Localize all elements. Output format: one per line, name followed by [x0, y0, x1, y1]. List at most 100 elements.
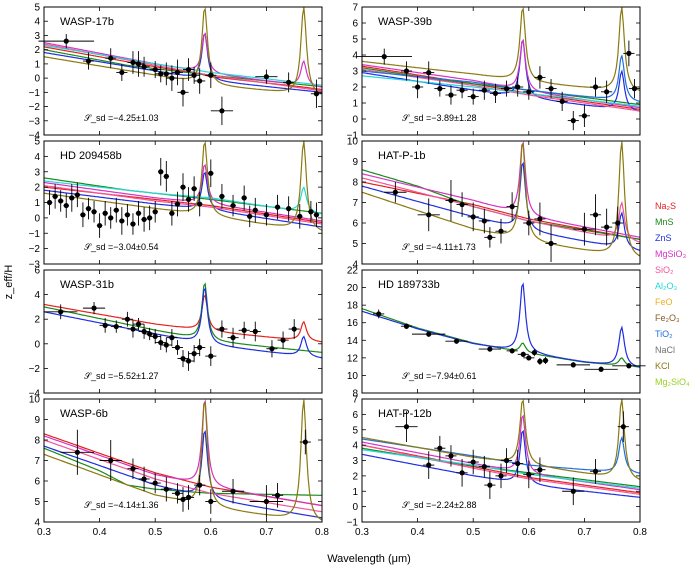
legend-entry-kcl: KCl: [655, 361, 670, 371]
y-tick-label: 7: [352, 198, 358, 209]
y-tick-label: 4: [352, 260, 358, 271]
data-point-hat-p-12b: [423, 451, 435, 479]
data-point-wasp-31b: [227, 327, 239, 348]
data-point-hd-209458b: [191, 176, 197, 201]
data-marker: [241, 195, 247, 201]
data-marker: [559, 98, 565, 104]
data-marker: [280, 337, 286, 343]
data-marker: [180, 89, 186, 95]
data-point-wasp-31b: [288, 319, 300, 339]
data-point-wasp-17b: [205, 62, 217, 89]
data-marker: [308, 209, 314, 215]
curve-mns-hd-189733b: [362, 308, 640, 368]
x-tick-label: 0.8: [315, 527, 329, 538]
data-point-hd-209458b: [69, 184, 75, 212]
data-point-hd-209458b: [152, 200, 158, 223]
curve-mns-wasp-39b: [362, 67, 640, 106]
data-marker: [263, 498, 269, 505]
data-marker: [135, 210, 142, 216]
x-tick-label: 0.7: [259, 527, 273, 538]
legend-entry-zns: ZnS: [655, 233, 672, 243]
y-tick-label: −1: [347, 131, 359, 142]
x-tick-label: 0.5: [466, 527, 480, 538]
y-tick-label: −2: [29, 102, 41, 113]
data-marker: [481, 464, 487, 470]
data-marker: [515, 460, 521, 467]
data-marker: [470, 459, 476, 465]
data-point-wasp-39b: [412, 75, 424, 99]
x-tick-label: 0.3: [37, 527, 51, 538]
y-tick-label: 1: [352, 487, 358, 498]
data-marker: [515, 84, 521, 90]
x-tick-label: 0.8: [633, 527, 647, 538]
data-marker: [152, 333, 158, 340]
data-point-wasp-39b: [601, 80, 613, 103]
panel-hat-p-12b: 7 6 5 4 3 2 1 0 −10.3 0.4 0.5 0.6 0.7 0.8 HAT-P-12b 𝒮_s…: [347, 395, 648, 539]
y-tick-label: 6: [352, 19, 358, 30]
data-point-hd-209458b: [107, 207, 114, 229]
data-point-hat-p-1b: [456, 192, 468, 217]
y-tick-label: 22: [347, 266, 359, 277]
data-marker: [448, 197, 454, 204]
panel-score-hat-p-1b: 𝒮_sd =−4.11±1.73: [402, 242, 476, 252]
data-marker: [124, 316, 130, 322]
y-ticks-wasp-17b: 5 4 3 2 1 0 −1 −2 −3 −4: [29, 3, 322, 142]
data-marker: [274, 204, 281, 210]
data-point-wasp-17b: [177, 78, 189, 107]
y-tick-label: 7: [352, 395, 358, 406]
data-marker: [80, 212, 86, 218]
data-point-hat-p-1b: [484, 227, 496, 248]
data-point-wasp-31b: [127, 320, 139, 338]
curve-kcl-hat-p-12b: [362, 399, 640, 480]
data-point-hd-189733b: [523, 355, 535, 361]
data-marker: [297, 213, 303, 219]
data-point-wasp-31b: [149, 329, 161, 344]
x-tick-label: 0.4: [411, 527, 425, 538]
y-tick-label: −2: [29, 364, 41, 375]
y-tick-label: 5: [34, 3, 40, 14]
data-point-hd-189733b: [542, 356, 549, 365]
legend-entry-mns: MnS: [655, 217, 674, 227]
data-marker: [620, 424, 626, 430]
y-tick-label: 9: [34, 415, 40, 426]
x-ticks-wasp-6b: 0.3 0.4 0.5 0.6 0.7 0.8: [37, 399, 329, 538]
data-point-wasp-6b: [138, 466, 150, 492]
data-marker: [459, 470, 465, 476]
panel-score-wasp-31b: 𝒮_sd =−5.52±1.27: [84, 371, 158, 381]
data-point-wasp-31b: [194, 338, 206, 357]
data-point-wasp-31b: [138, 324, 150, 339]
y-tick-label: 2: [352, 83, 358, 94]
y-tick-label: 12: [347, 353, 359, 364]
data-marker: [470, 94, 476, 100]
data-marker: [526, 220, 532, 226]
data-marker: [448, 92, 454, 98]
data-point-hd-209458b: [285, 196, 292, 221]
y-tick-label: 20: [347, 283, 359, 294]
data-point-wasp-39b: [467, 88, 479, 105]
data-point-hat-p-1b: [601, 208, 613, 246]
data-marker: [376, 311, 382, 317]
data-marker: [152, 209, 158, 215]
y-ticks-hat-p-12b: 7 6 5 4 3 2 1 0 −1: [347, 395, 640, 529]
data-marker: [526, 89, 532, 95]
data-point-wasp-39b: [628, 79, 640, 99]
y-tick-label: 16: [347, 318, 359, 329]
y-ticks-wasp-39b: 7 6 5 4 3 2 1 0 −1: [347, 3, 640, 142]
data-marker: [604, 89, 610, 95]
data-marker: [91, 209, 97, 215]
y-tick-label: 4: [352, 51, 358, 62]
data-marker: [437, 445, 443, 451]
data-point-hat-p-12b: [589, 458, 602, 484]
x-ticks-wasp-17b: [43, 7, 323, 135]
data-point-wasp-6b: [99, 440, 122, 481]
data-marker: [219, 193, 225, 199]
data-marker: [487, 346, 493, 352]
y-axis-label: z_eff/H: [3, 265, 15, 300]
data-points-hat-p-1b: [384, 179, 624, 262]
data-point-wasp-39b: [567, 111, 579, 131]
data-point-hat-p-1b: [589, 194, 602, 236]
data-marker: [185, 66, 192, 73]
data-point-hat-p-12b: [617, 411, 629, 443]
data-marker: [158, 71, 164, 77]
y-tick-label: 6: [352, 219, 358, 230]
